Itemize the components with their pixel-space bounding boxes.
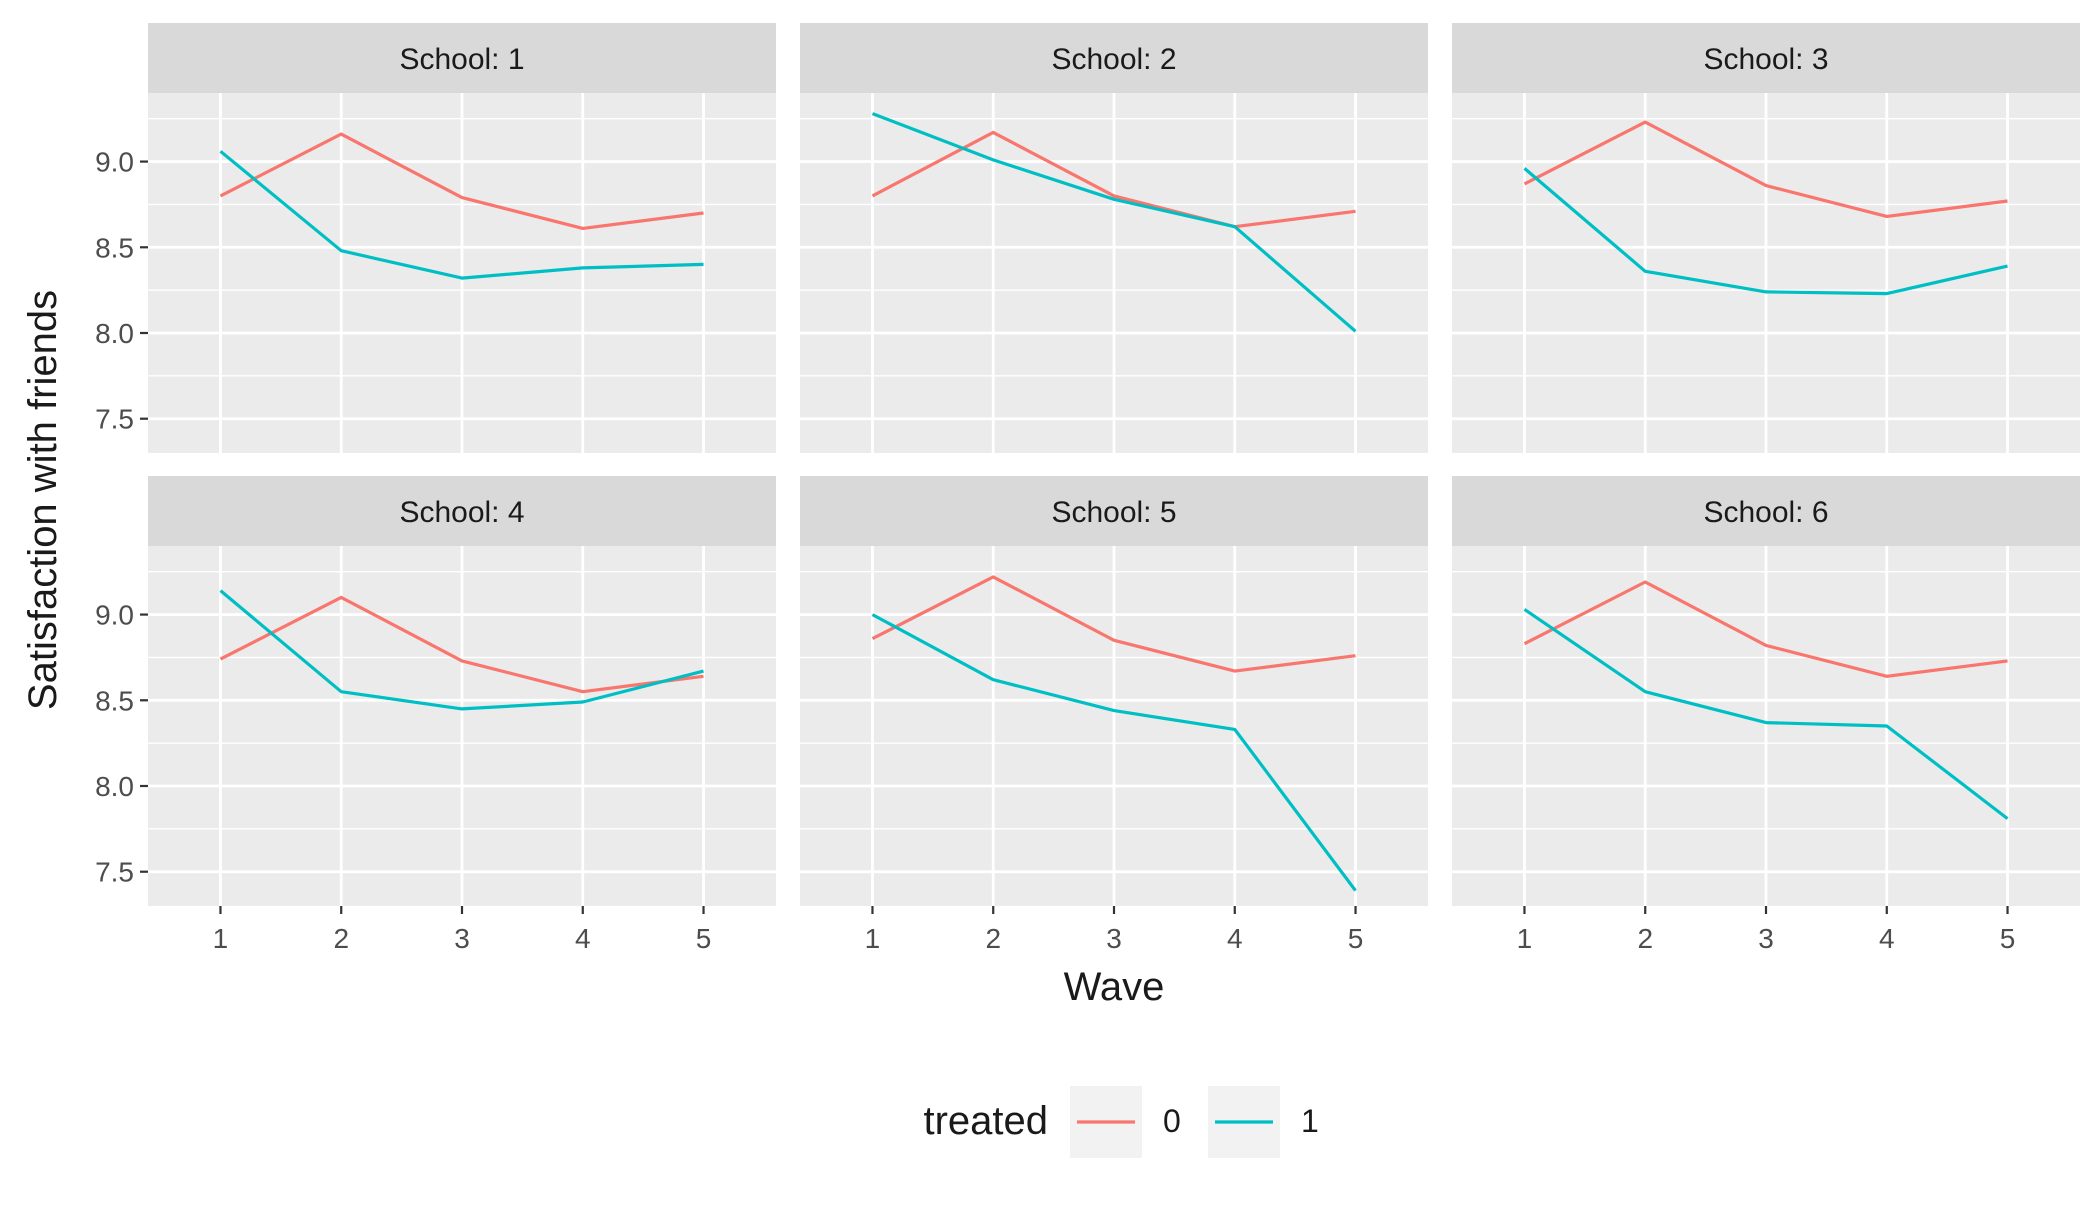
facet-strip-label: School: 1: [399, 43, 524, 76]
series-line-treated-1: [871, 112, 1357, 333]
y-tick-label: 8.0: [95, 318, 134, 349]
x-tick-label: 4: [1879, 923, 1895, 954]
y-tick-label: 9.0: [95, 600, 134, 631]
x-tick-label: 2: [333, 923, 349, 954]
x-tick-label: 2: [1637, 923, 1653, 954]
series-line-treated-0: [219, 132, 704, 230]
facet-strip: [1452, 23, 2080, 93]
series-line-treated-1: [871, 613, 1357, 892]
y-tick-label: 9.0: [95, 147, 134, 178]
x-tick-label: 4: [1227, 923, 1243, 954]
x-tick-label: 5: [1348, 923, 1364, 954]
series-line-treated-0: [871, 130, 1356, 229]
y-tick-label: 8.5: [95, 685, 134, 716]
facet-strip: [148, 23, 776, 93]
facet-strip-label: School: 5: [1051, 496, 1176, 529]
series-line-treated-0: [871, 575, 1356, 673]
series-line-treated-1: [219, 589, 704, 711]
x-tick-label: 5: [2000, 923, 2016, 954]
series-line-treated-0: [1523, 580, 2008, 678]
facet-strip-label: School: 3: [1703, 43, 1828, 76]
facet-strip-label: School: 6: [1703, 496, 1828, 529]
facet-strip: [800, 23, 1428, 93]
x-axis-title: Wave: [1064, 965, 1165, 1009]
x-tick-label: 1: [865, 923, 881, 954]
series-line-treated-1: [1523, 167, 2008, 296]
y-axis-title: Satisfaction with friends: [21, 290, 65, 710]
series-line-treated-1: [1523, 608, 2009, 820]
x-tick-label: 1: [213, 923, 229, 954]
facet-strip: [148, 476, 776, 546]
x-tick-label: 3: [1758, 923, 1774, 954]
x-tick-label: 1: [1517, 923, 1533, 954]
series-line-treated-1: [219, 150, 704, 280]
x-tick-label: 4: [575, 923, 591, 954]
facet-strip: [800, 476, 1428, 546]
facet-strip-label: School: 4: [399, 496, 524, 529]
facet-strip-label: School: 2: [1051, 43, 1176, 76]
y-tick-label: 7.5: [95, 857, 134, 888]
x-tick-label: 3: [1106, 923, 1122, 954]
y-tick-label: 8.0: [95, 771, 134, 802]
series-line-treated-0: [1523, 120, 2008, 218]
series-line-treated-0: [219, 595, 704, 694]
facet-strip: [1452, 476, 2080, 546]
legend-title: treated: [923, 1099, 1048, 1143]
legend-entry-label: 1: [1301, 1103, 1319, 1139]
y-tick-label: 8.5: [95, 232, 134, 263]
x-tick-label: 3: [454, 923, 470, 954]
y-tick-label: 7.5: [95, 404, 134, 435]
x-tick-label: 5: [696, 923, 712, 954]
x-tick-label: 2: [985, 923, 1001, 954]
legend-entry-label: 0: [1163, 1103, 1181, 1139]
